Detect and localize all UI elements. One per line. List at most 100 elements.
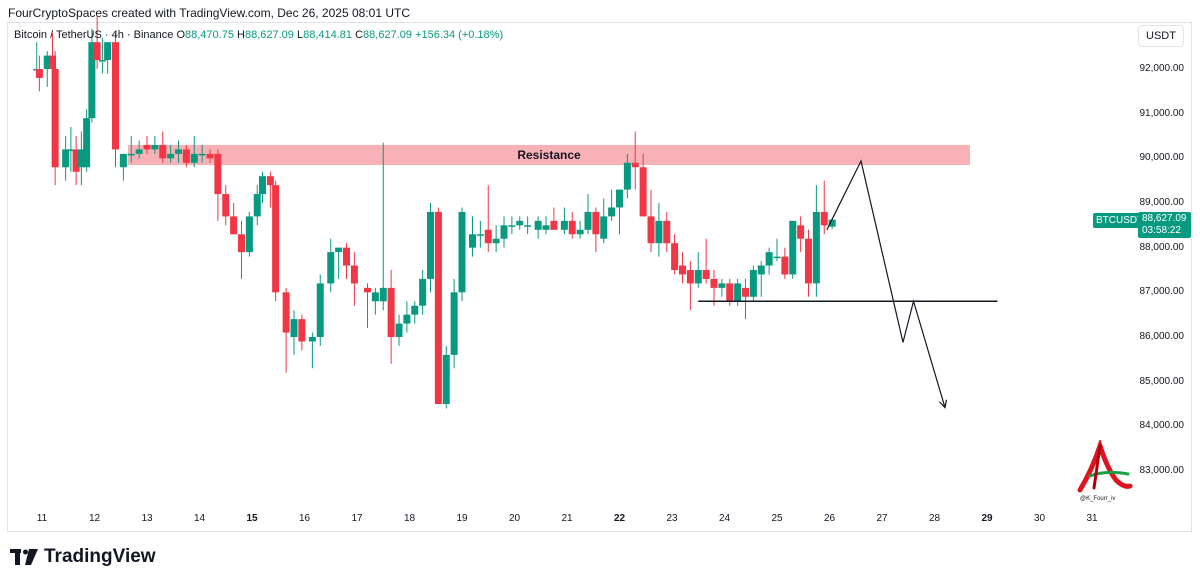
candle-body xyxy=(190,153,198,163)
candle xyxy=(812,185,820,297)
candle-body xyxy=(62,149,70,168)
candle-body xyxy=(524,225,532,227)
candle xyxy=(238,220,245,279)
y-tick-label: 91,000.00 xyxy=(1139,107,1185,119)
candle-body xyxy=(308,337,316,342)
candle xyxy=(600,198,608,244)
candle-body xyxy=(266,176,274,186)
candle-body xyxy=(828,219,836,227)
candle-body xyxy=(686,270,694,284)
currency-button[interactable]: USDT xyxy=(1138,25,1184,47)
candle xyxy=(327,238,335,293)
candle-body xyxy=(534,220,542,230)
candle-body xyxy=(492,238,500,244)
candle-body xyxy=(327,252,335,284)
x-tick-label: 21 xyxy=(561,513,573,524)
candle-body xyxy=(290,319,298,337)
candle-body xyxy=(83,118,91,168)
candle xyxy=(560,207,568,235)
candle xyxy=(419,270,427,315)
candle xyxy=(797,216,805,253)
candle-body xyxy=(135,149,143,154)
candle-body xyxy=(442,354,450,404)
candle-body xyxy=(343,247,350,266)
candle-body xyxy=(143,144,151,150)
candle-body xyxy=(608,207,616,217)
candle-body xyxy=(175,149,182,154)
candle-body xyxy=(387,287,395,337)
candle xyxy=(167,144,175,163)
candle xyxy=(112,33,119,168)
candle xyxy=(476,220,484,248)
candle-body xyxy=(773,256,781,259)
candle xyxy=(655,203,663,257)
x-tick-label: 15 xyxy=(246,513,258,524)
candle xyxy=(524,216,532,235)
candle xyxy=(316,274,324,346)
x-tick-label: 27 xyxy=(876,513,888,524)
legend-open-label: O xyxy=(176,29,186,41)
candle-body xyxy=(508,225,516,227)
candle-body xyxy=(734,283,742,302)
candle-body xyxy=(198,153,206,156)
candle-body xyxy=(206,153,214,159)
candle-body xyxy=(112,42,119,150)
candle xyxy=(151,136,159,154)
candle xyxy=(663,211,671,253)
x-tick-label: 16 xyxy=(298,513,311,524)
candle-body xyxy=(316,283,324,337)
candle xyxy=(710,270,718,306)
candle xyxy=(175,140,182,163)
candle xyxy=(222,185,230,226)
x-tick-label: 14 xyxy=(193,513,206,524)
candle xyxy=(427,203,434,293)
candle xyxy=(679,252,686,284)
x-tick-label: 17 xyxy=(351,513,363,524)
candle-body xyxy=(671,243,679,270)
candle-body xyxy=(238,234,245,253)
candle-body xyxy=(749,270,757,297)
candle xyxy=(272,180,280,302)
candle-body xyxy=(159,144,167,159)
candle-body xyxy=(592,211,600,235)
candle-body xyxy=(584,211,592,230)
candle-body xyxy=(419,278,427,306)
y-tick-label: 84,000.00 xyxy=(1139,420,1185,432)
candle-body xyxy=(395,323,403,337)
y-tick-label: 86,000.00 xyxy=(1139,331,1185,342)
candle xyxy=(72,136,80,186)
candle xyxy=(290,310,298,355)
candle xyxy=(694,252,702,288)
x-tick-label: 13 xyxy=(141,513,153,524)
candle xyxy=(259,171,266,203)
candle xyxy=(469,216,476,257)
candle-body xyxy=(560,220,568,230)
candle xyxy=(757,261,765,297)
candle xyxy=(230,203,238,235)
candle xyxy=(631,131,639,190)
resistance-label: Resistance xyxy=(517,148,581,162)
candle-body xyxy=(371,292,379,302)
resistance-zone xyxy=(128,144,970,166)
candle xyxy=(379,142,387,311)
candle-body xyxy=(72,149,80,172)
candle-body xyxy=(484,229,492,244)
tradingview-logo[interactable]: TradingView xyxy=(10,546,156,568)
symbol-legend: Bitcoin / TetherUS · 4h · Binance O88,47… xyxy=(14,29,503,41)
legend-symbol: Bitcoin / TetherUS · 4h · Binance xyxy=(14,29,174,41)
y-tick-label: 88,000.00 xyxy=(1139,241,1185,253)
candle-body xyxy=(259,176,266,195)
candle-body xyxy=(655,220,663,244)
candle-body xyxy=(88,42,96,119)
candle xyxy=(411,301,419,324)
x-tick-label: 30 xyxy=(1033,513,1046,524)
candle-body xyxy=(805,238,812,284)
candle-body xyxy=(403,314,411,324)
candle xyxy=(119,153,127,181)
candle xyxy=(500,216,508,248)
legend-low-label: L xyxy=(296,29,304,41)
candle xyxy=(742,278,749,320)
candle xyxy=(718,278,726,297)
candle xyxy=(616,189,623,235)
